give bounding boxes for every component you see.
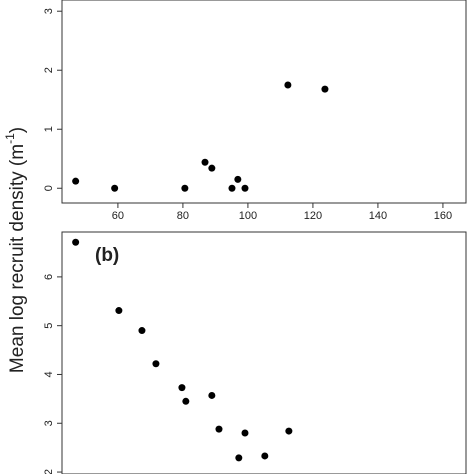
point [72,177,80,185]
point [152,360,160,368]
y-tick-label: 3 [43,8,55,14]
plot-frame [61,231,467,474]
y-tick-label: 2 [43,67,55,73]
point [181,184,189,192]
y-label-sup: -1 [3,133,17,144]
y-tick-label: 4 [43,371,55,377]
point [261,452,269,460]
point [228,184,236,192]
point [111,184,119,192]
y-tick-label: 2 [43,469,55,474]
y-label-text: Mean log recruit density (m [7,144,28,373]
point [115,307,123,315]
point [138,327,146,335]
point [208,164,216,172]
y-axis-label: Mean log recruit density (m-1) [3,127,28,373]
point [285,427,293,435]
panel-label: (b) [95,245,119,266]
point [241,429,249,437]
point [241,184,249,192]
y-tick-label: 3 [43,420,55,426]
point [215,425,223,433]
point [178,384,186,392]
point [208,391,216,399]
y-tick-label: 0 [43,185,55,191]
point [72,238,80,246]
x-tick-label: 60 [112,210,124,222]
y-tick-label: 5 [43,323,55,329]
point [182,397,190,405]
y-label-end: ) [7,127,28,133]
y-tick-label: 6 [43,274,55,280]
x-tick-label: 80 [177,210,189,222]
point [321,85,329,93]
point [234,175,242,183]
x-tick-label: 160 [434,210,452,222]
point [201,158,209,166]
point [284,81,292,89]
plot-frame [61,0,467,204]
y-tick-label: 1 [43,126,55,132]
point [235,454,243,462]
x-tick-label: 100 [239,210,257,222]
x-tick-label: 140 [369,210,387,222]
x-tick-label: 120 [304,210,322,222]
